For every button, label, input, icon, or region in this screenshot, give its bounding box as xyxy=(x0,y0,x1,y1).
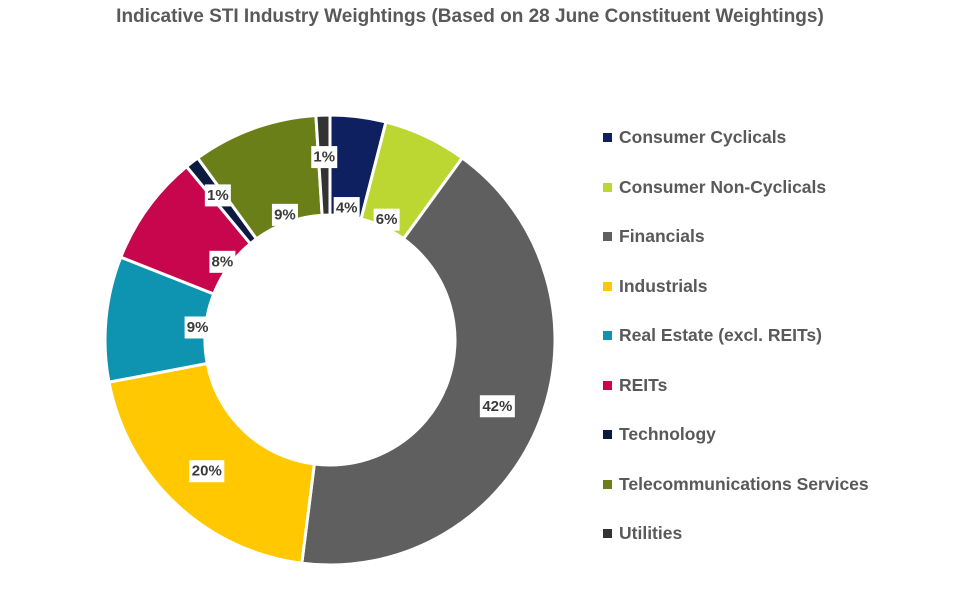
legend-swatch xyxy=(603,380,612,390)
legend: Consumer Cyclicals Consumer Non-Cyclicals… xyxy=(603,113,869,559)
legend-swatch xyxy=(603,430,612,440)
svg-text:42%: 42% xyxy=(482,398,512,415)
legend-label: Utilities xyxy=(619,523,683,544)
svg-text:20%: 20% xyxy=(192,463,222,480)
data-label-reits: 8% xyxy=(209,250,236,273)
data-label-industrials: 20% xyxy=(189,460,225,483)
legend-swatch xyxy=(603,479,612,489)
data-label-technology: 1% xyxy=(204,184,231,207)
legend-item-consumer-cyclicals: Consumer Cyclicals xyxy=(603,113,869,163)
legend-item-utilities: Utilities xyxy=(603,509,869,559)
data-label-utilities: 1% xyxy=(311,146,338,169)
legend-item-industrials: Industrials xyxy=(603,262,869,312)
legend-swatch xyxy=(603,133,612,143)
legend-label: Consumer Non-Cyclicals xyxy=(619,176,827,197)
legend-swatch xyxy=(603,232,612,242)
legend-swatch xyxy=(603,529,612,539)
data-label-consumer-non-cyclicals: 6% xyxy=(373,208,400,231)
legend-label: Real Estate (excl. REITs) xyxy=(619,325,822,346)
chart-title: Indicative STI Industry Weightings (Base… xyxy=(116,6,824,27)
slice-financials xyxy=(300,155,557,567)
legend-label: Consumer Cyclicals xyxy=(619,127,787,148)
legend-label: Industrials xyxy=(619,275,708,296)
svg-text:4%: 4% xyxy=(336,200,358,217)
legend-swatch xyxy=(603,182,612,192)
legend-swatch xyxy=(603,331,612,341)
data-label-consumer-cyclicals: 4% xyxy=(333,197,360,220)
svg-text:1%: 1% xyxy=(207,187,229,204)
legend-label: Telecommunications Services xyxy=(619,473,869,494)
data-label-real-estate-excl-reits: 9% xyxy=(184,316,211,339)
svg-text:6%: 6% xyxy=(376,211,398,228)
svg-text:9%: 9% xyxy=(274,206,296,223)
legend-swatch xyxy=(603,281,612,291)
legend-label: Technology xyxy=(619,424,716,445)
svg-text:1%: 1% xyxy=(313,149,335,166)
legend-item-technology: Technology xyxy=(603,410,869,460)
svg-text:8%: 8% xyxy=(212,253,234,270)
svg-text:9%: 9% xyxy=(187,319,209,336)
legend-item-telecommunications-services: Telecommunications Services xyxy=(603,460,869,510)
data-label-financials: 42% xyxy=(479,395,515,418)
legend-item-consumer-non-cyclicals: Consumer Non-Cyclicals xyxy=(603,163,869,213)
legend-label: REITs xyxy=(619,374,668,395)
data-label-telecommunications-services: 9% xyxy=(271,203,298,226)
legend-label: Financials xyxy=(619,226,705,247)
legend-item-reits: REITs xyxy=(603,361,869,411)
legend-item-financials: Financials xyxy=(603,212,869,262)
legend-item-real-estate-excl-reits: Real Estate (excl. REITs) xyxy=(603,311,869,361)
